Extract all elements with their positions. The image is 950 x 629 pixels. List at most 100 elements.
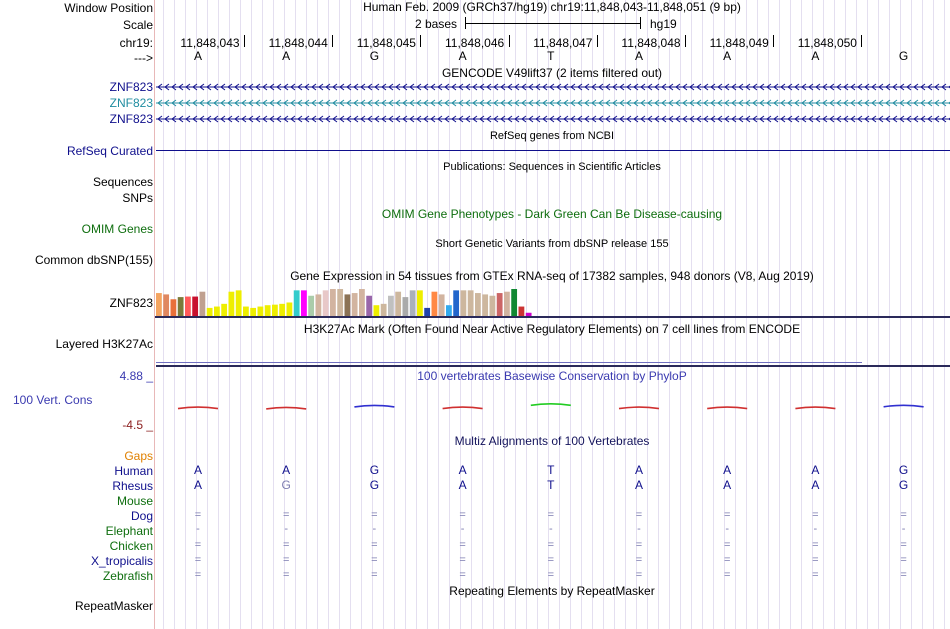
gtex-tissue-bar[interactable] <box>315 294 322 316</box>
strand-arrow <box>640 99 646 107</box>
gtex-tissue-bar[interactable] <box>243 306 249 316</box>
gtex-tissue-bar[interactable] <box>185 296 191 316</box>
species-label-rhesus[interactable]: Rhesus <box>112 479 153 493</box>
gtex-tissue-bar[interactable] <box>475 293 481 316</box>
gtex-tissue-bar[interactable] <box>446 305 452 316</box>
gtex-tissue-bar[interactable] <box>359 289 365 316</box>
gtex-tissue-bar[interactable] <box>366 295 373 316</box>
human-base: G <box>898 463 909 477</box>
gtex-tissue-bar[interactable] <box>177 297 184 316</box>
gtex-tissue-bar[interactable] <box>453 290 460 316</box>
gtex-tissue-bar[interactable] <box>504 291 510 316</box>
phylop-score-mark[interactable] <box>442 406 483 410</box>
species-label-chicken[interactable]: Chicken <box>109 539 153 553</box>
gtex-tissue-bar[interactable] <box>351 293 358 316</box>
gtex-tissue-bar[interactable] <box>163 294 170 316</box>
species-label-dog[interactable]: Dog <box>130 509 153 523</box>
gtex-tissue-bar[interactable] <box>373 305 380 316</box>
gtex-tissue-bar[interactable] <box>395 291 402 316</box>
species-label-mouse[interactable]: Mouse <box>116 494 153 508</box>
ruler-tick <box>244 35 245 47</box>
gtex-tissue-bar[interactable] <box>511 289 518 316</box>
phylop-score-mark[interactable] <box>177 406 219 410</box>
gtex-tissue-bar[interactable] <box>221 303 228 316</box>
phylop-score-mark[interactable] <box>618 406 660 410</box>
phylop-score-mark[interactable] <box>707 406 748 410</box>
strand-arrow <box>549 115 555 123</box>
gtex-tissue-bar[interactable] <box>402 297 409 316</box>
strand-arrow <box>878 83 884 91</box>
gtex-tissue-bar[interactable] <box>308 295 315 316</box>
gtex-tissue-bar[interactable] <box>286 302 293 317</box>
repeatmasker-label[interactable]: RepeatMasker <box>74 599 153 613</box>
species-label-xtropicalis[interactable]: X_tropicalis <box>90 554 153 568</box>
gtex-tissue-bar[interactable] <box>525 312 532 316</box>
dbsnp-label[interactable]: Common dbSNP(155) <box>34 253 153 267</box>
strand-arrow <box>479 83 485 91</box>
phylop-score-mark[interactable] <box>530 403 571 407</box>
refseq-curated-label[interactable]: RefSeq Curated <box>66 144 153 158</box>
gtex-tissue-bar[interactable] <box>235 290 242 316</box>
gtex-tissue-bar[interactable] <box>264 305 271 316</box>
gtex-tissue-bar[interactable] <box>322 290 329 316</box>
gtex-tissue-bar[interactable] <box>250 307 257 316</box>
strand-arrow <box>808 115 814 123</box>
publications-sequences-label[interactable]: Sequences <box>92 175 153 189</box>
gtex-tissue-bar[interactable] <box>417 290 423 316</box>
gencode-gene-features[interactable] <box>155 80 950 128</box>
gtex-tissue-bar[interactable] <box>330 289 336 316</box>
species-label-elephant[interactable]: Elephant <box>105 524 153 538</box>
gtex-tissue-bar[interactable] <box>489 295 496 316</box>
gtex-tissue-bar[interactable] <box>192 296 199 316</box>
gtex-tissue-bar[interactable] <box>337 289 344 316</box>
refseq-gene-line[interactable] <box>156 150 950 151</box>
omim-genes-label[interactable]: OMIM Genes <box>81 222 153 236</box>
strand-arrow <box>164 99 170 107</box>
gtex-tissue-bar[interactable] <box>214 306 220 316</box>
gtex-tissue-bar[interactable] <box>228 291 235 316</box>
strand-arrow <box>304 99 310 107</box>
gtex-tissue-bar[interactable] <box>380 303 387 316</box>
gtex-tissue-bar[interactable] <box>344 294 351 316</box>
gtex-tissue-bar[interactable] <box>438 294 445 316</box>
gtex-tissue-bar[interactable] <box>424 307 431 316</box>
gencode-item-label-1[interactable]: ZNF823 <box>109 80 153 94</box>
gtex-expression-bars[interactable] <box>155 284 950 320</box>
gtex-tissue-bar[interactable] <box>272 304 278 316</box>
gtex-tissue-bar[interactable] <box>496 293 503 316</box>
gtex-tissue-bar[interactable] <box>431 291 438 316</box>
rhesus-base: T <box>547 478 555 492</box>
species-label-human[interactable]: Human <box>114 464 153 478</box>
gtex-tissue-bar[interactable] <box>279 303 286 316</box>
gencode-item-label-2[interactable]: ZNF823 <box>109 96 153 110</box>
gtex-tissue-bar[interactable] <box>482 294 489 316</box>
elephant-mark: - <box>372 523 377 535</box>
phylop-score-mark[interactable] <box>795 406 836 410</box>
gtex-gene-label[interactable]: ZNF823 <box>109 296 153 310</box>
gtex-tissue-bar[interactable] <box>199 291 206 316</box>
gtex-tissue-bar[interactable] <box>388 295 394 316</box>
phylop-score-mark[interactable] <box>883 404 924 408</box>
species-label-zebrafish[interactable]: Zebrafish <box>102 569 153 583</box>
gtex-tissue-bar[interactable] <box>170 299 177 316</box>
gtex-tissue-bar[interactable] <box>301 290 307 316</box>
gtex-tissue-bar[interactable] <box>518 306 525 316</box>
gtex-tissue-bar[interactable] <box>409 290 416 316</box>
chicken-mark: = <box>282 539 290 551</box>
gtex-tissue-bar[interactable] <box>460 290 467 316</box>
phylop-signal[interactable] <box>155 395 950 419</box>
gtex-tissue-bar[interactable] <box>257 306 264 316</box>
phylop-label[interactable]: 100 Vert. Cons <box>13 393 93 407</box>
gtex-tissue-bar[interactable] <box>206 307 213 316</box>
gencode-item-label-3[interactable]: ZNF823 <box>109 112 153 126</box>
h3k27ac-label[interactable]: Layered H3K27Ac <box>55 337 153 351</box>
phylop-score-mark[interactable] <box>354 404 395 408</box>
strand-arrow <box>766 115 772 123</box>
gtex-tissue-bar[interactable] <box>467 290 474 316</box>
gtex-tissue-bar[interactable] <box>293 290 300 316</box>
phylop-score-mark[interactable] <box>266 406 307 410</box>
gtex-tissue-bar[interactable] <box>156 293 162 316</box>
publications-snps-label[interactable]: SNPs <box>122 191 153 205</box>
strand-arrow <box>409 83 415 91</box>
